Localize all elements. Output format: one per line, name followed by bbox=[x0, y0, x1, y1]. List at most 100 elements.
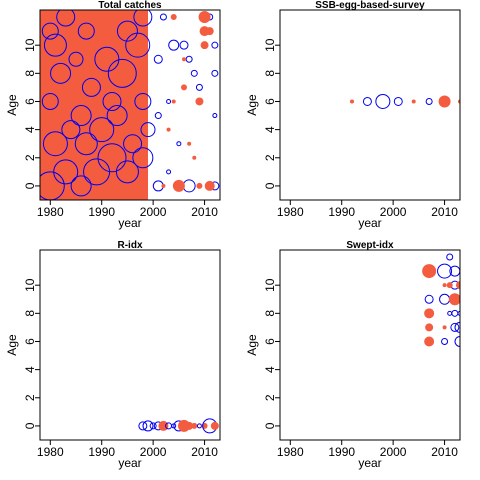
y-tick-label: 2 bbox=[23, 154, 37, 161]
y-tick-label: 8 bbox=[23, 310, 37, 317]
negative-residual-bubble-2 bbox=[142, 420, 154, 432]
negative-residual-bubble-8 bbox=[439, 293, 451, 305]
positive-residual-bubble-7 bbox=[442, 283, 447, 288]
positive-residual-bubble-23 bbox=[446, 282, 453, 289]
negative-residual-bubble-6 bbox=[437, 263, 453, 279]
negative-residual-bubble-3 bbox=[375, 93, 391, 109]
negative-residual-bubble-24 bbox=[134, 92, 152, 110]
negative-residual-bubble-18 bbox=[107, 58, 137, 88]
y-tick-label: 6 bbox=[263, 98, 277, 105]
negative-residual-bubble-26 bbox=[140, 122, 156, 138]
negative-residual-bubble-12 bbox=[196, 423, 202, 429]
x-tick-label: 2010 bbox=[191, 445, 218, 459]
negative-residual-bubble-47 bbox=[166, 98, 172, 104]
positive-residual-bubble-4 bbox=[425, 323, 434, 332]
y-tick-label: 0 bbox=[263, 182, 277, 189]
negative-residual-bubble-22 bbox=[454, 335, 460, 347]
positive-residual-bubble-60 bbox=[200, 41, 209, 50]
x-tick-label: 1980 bbox=[37, 205, 64, 219]
positive-residual-bubble-19 bbox=[456, 295, 460, 304]
negative-residual-bubble-33 bbox=[153, 54, 163, 64]
negative-residual-bubble-48 bbox=[176, 141, 182, 147]
positive-residual-bubble-63 bbox=[182, 57, 186, 62]
positive-residual-bubble-5 bbox=[411, 99, 416, 104]
y-tick-label: 2 bbox=[263, 394, 277, 401]
x-tick-label: 2000 bbox=[380, 205, 407, 219]
panel-title: Total catches bbox=[98, 0, 162, 11]
x-tick-label: 2000 bbox=[140, 205, 167, 219]
negative-residual-bubble-14 bbox=[50, 62, 72, 84]
negative-residual-bubble-44 bbox=[212, 113, 218, 119]
negative-residual-bubble-11 bbox=[106, 105, 128, 127]
panel-title: R-idx bbox=[118, 240, 143, 251]
panel-3: 1980 1990 2000 2010 0 2 4 6 8 10 R-idx year Age bbox=[5, 240, 221, 470]
negative-residual-bubble-25 bbox=[132, 147, 154, 169]
positive-residual-bubble-50 bbox=[166, 127, 171, 132]
negative-residual-bubble-9 bbox=[74, 132, 98, 156]
positive-residual-bubble-64 bbox=[187, 141, 192, 146]
positive-residual-bubble-7 bbox=[438, 95, 451, 108]
positive-residual-bubble-56 bbox=[196, 182, 203, 189]
negative-residual-bubble-21 bbox=[56, 10, 76, 27]
y-tick-label: 6 bbox=[263, 338, 277, 345]
negative-residual-bubble-2 bbox=[53, 159, 79, 185]
positive-residual-bubble-1 bbox=[350, 99, 354, 104]
negative-residual-bubble-2 bbox=[424, 294, 434, 304]
negative-residual-bubble-7 bbox=[42, 131, 68, 157]
negative-residual-bubble-1 bbox=[138, 421, 148, 431]
panel-2: 1980 1990 2000 2010 0 2 4 6 8 10 SSB-egg-based-sur… bbox=[245, 0, 461, 230]
x-tick-label: 1990 bbox=[328, 205, 355, 219]
plot-frame bbox=[39, 9, 221, 201]
x-tick-label: 2010 bbox=[431, 205, 458, 219]
negative-residual-bubble-41 bbox=[195, 83, 203, 91]
positive-residual-bubble-57 bbox=[195, 97, 204, 106]
y-axis-label: Age bbox=[5, 334, 19, 356]
y-axis-label: Age bbox=[245, 334, 259, 356]
negative-residual-bubble-13 bbox=[41, 92, 59, 110]
x-tick-label: 1990 bbox=[88, 445, 115, 459]
plot-area bbox=[138, 418, 219, 434]
positive-residual-bubble-3 bbox=[424, 308, 435, 319]
negative-residual-bubble-45 bbox=[211, 69, 219, 77]
positive-residual-bubble-62 bbox=[205, 27, 214, 36]
y-tick-label: 6 bbox=[23, 338, 37, 345]
y-tick-label: 8 bbox=[263, 70, 277, 77]
y-tick-label: 8 bbox=[263, 310, 277, 317]
y-tick-label: 0 bbox=[263, 422, 277, 429]
negative-residual-bubble-5 bbox=[97, 143, 127, 173]
x-tick-label: 1980 bbox=[277, 205, 304, 219]
y-tick-label: 4 bbox=[263, 126, 277, 133]
negative-residual-bubble-34 bbox=[159, 13, 167, 21]
panel-4: 1980 1990 2000 2010 0 2 4 6 8 10 Swept-idx year Age bbox=[245, 240, 461, 470]
negative-residual-bubble-20 bbox=[457, 310, 460, 316]
positive-residual-bubble-9 bbox=[442, 325, 447, 330]
x-tick-label: 1980 bbox=[37, 445, 64, 459]
positive-residual-bubble-5 bbox=[424, 336, 435, 347]
positive-residual-bubble-54 bbox=[181, 84, 187, 91]
plot-frame bbox=[39, 249, 221, 441]
x-tick-label: 1990 bbox=[88, 205, 115, 219]
negative-residual-bubble-40 bbox=[190, 69, 198, 77]
negative-residual-bubble-6 bbox=[115, 160, 139, 184]
negative-residual-bubble-20 bbox=[41, 22, 59, 40]
negative-residual-bubble-46 bbox=[211, 41, 219, 49]
negative-residual-bubble-28 bbox=[77, 22, 95, 40]
y-tick-label: 10 bbox=[263, 38, 277, 52]
negative-residual-bubble-37 bbox=[179, 40, 189, 50]
positive-residual-bubble-61 bbox=[204, 180, 215, 191]
y-tick-label: 0 bbox=[23, 422, 37, 429]
negative-residual-bubble-3 bbox=[70, 175, 92, 197]
negative-residual-bubble-4 bbox=[393, 96, 403, 106]
negative-residual-bubble-29 bbox=[102, 91, 122, 111]
y-tick-label: 4 bbox=[23, 366, 37, 373]
y-tick-label: 4 bbox=[263, 366, 277, 373]
negative-residual-bubble-16 bbox=[81, 77, 101, 97]
negative-residual-bubble-10 bbox=[441, 337, 449, 345]
positive-residual-bubble-11 bbox=[191, 422, 198, 429]
negative-residual-bubble-3 bbox=[149, 422, 157, 430]
negative-residual-bubble-12 bbox=[123, 134, 143, 154]
negative-residual-bubble-15 bbox=[68, 51, 84, 67]
negative-residual-bubble-23 bbox=[133, 10, 153, 27]
negative-residual-bubble-10 bbox=[89, 117, 115, 143]
x-tick-label: 1990 bbox=[328, 445, 355, 459]
